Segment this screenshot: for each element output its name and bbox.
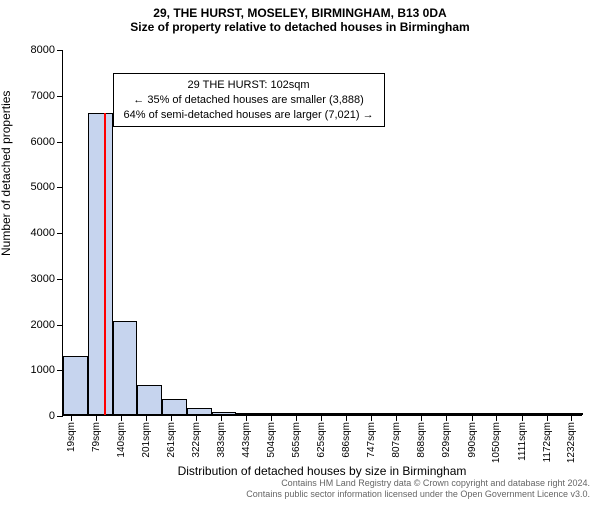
x-tick-label: 807sqm	[391, 422, 402, 458]
y-tick-label: 8000	[31, 44, 63, 56]
annotation-box: 29 THE HURST: 102sqm← 35% of detached ho…	[113, 73, 385, 128]
x-tick-label: 322sqm	[191, 422, 202, 458]
y-tick-label: 4000	[31, 227, 63, 239]
y-tick-label: 5000	[31, 181, 63, 193]
y-tick-label: 2000	[31, 319, 63, 331]
histogram-bar	[137, 385, 162, 415]
x-axis-label: Distribution of detached houses by size …	[62, 464, 582, 478]
x-tick-label: 140sqm	[116, 422, 127, 458]
x-tick-label: 990sqm	[467, 422, 478, 458]
annotation-line-1: 29 THE HURST: 102sqm	[124, 78, 374, 93]
x-tick-label: 383sqm	[216, 422, 227, 458]
x-tick-label: 504sqm	[266, 422, 277, 458]
histogram-bar	[311, 413, 336, 415]
x-tick-label: 201sqm	[141, 422, 152, 458]
x-tick-label: 868sqm	[416, 422, 427, 458]
x-axis-tick-area: 19sqm 79sqm 140sqm 201sqm 261sqm 322sqm 383sqm…	[62, 416, 582, 466]
y-tick-label: 6000	[31, 136, 63, 148]
plot-area: 01000200030004000500060007000800029 THE …	[62, 50, 582, 416]
footer-line-2: Contains public sector information licen…	[246, 489, 590, 500]
histogram-bar	[212, 412, 237, 415]
footer-attribution: Contains HM Land Registry data © Crown c…	[246, 478, 590, 500]
histogram-bar	[88, 113, 113, 415]
histogram-bar	[261, 413, 286, 415]
y-tick-label: 1000	[31, 364, 63, 376]
annotation-line-2: ← 35% of detached houses are smaller (3,…	[124, 93, 374, 108]
x-tick-label: 1050sqm	[491, 422, 502, 463]
y-axis-label: Number of detached properties	[0, 91, 13, 256]
x-tick-label: 747sqm	[366, 422, 377, 458]
x-tick-label: 929sqm	[441, 422, 452, 458]
histogram-bar	[162, 399, 187, 415]
footer-line-1: Contains HM Land Registry data © Crown c…	[246, 478, 590, 489]
subject-property-marker	[104, 113, 106, 415]
y-tick-label: 7000	[31, 90, 63, 102]
histogram-bar	[360, 413, 385, 415]
y-tick-label: 0	[49, 410, 63, 422]
x-tick-label: 686sqm	[341, 422, 352, 458]
chart-container: Number of detached properties 0100020003…	[0, 6, 600, 506]
x-tick-label: 261sqm	[166, 422, 177, 458]
x-tick-label: 79sqm	[91, 422, 102, 452]
histogram-bar	[113, 321, 138, 415]
x-tick-label: 1111sqm	[517, 422, 528, 461]
histogram-bar	[236, 413, 261, 415]
histogram-bar	[335, 413, 360, 415]
annotation-line-3: 64% of semi-detached houses are larger (…	[124, 108, 374, 123]
x-tick-label: 19sqm	[66, 422, 77, 452]
x-tick-label: 1172sqm	[542, 422, 553, 462]
x-tick-label: 443sqm	[241, 422, 252, 458]
histogram-bar	[187, 408, 212, 415]
x-tick-label: 625sqm	[316, 422, 327, 458]
histogram-bar	[385, 413, 410, 415]
histogram-bar	[286, 413, 311, 415]
y-tick-label: 3000	[31, 273, 63, 285]
histogram-bar	[63, 356, 88, 415]
x-tick-label: 565sqm	[291, 422, 302, 458]
x-tick-label: 1232sqm	[566, 422, 577, 463]
